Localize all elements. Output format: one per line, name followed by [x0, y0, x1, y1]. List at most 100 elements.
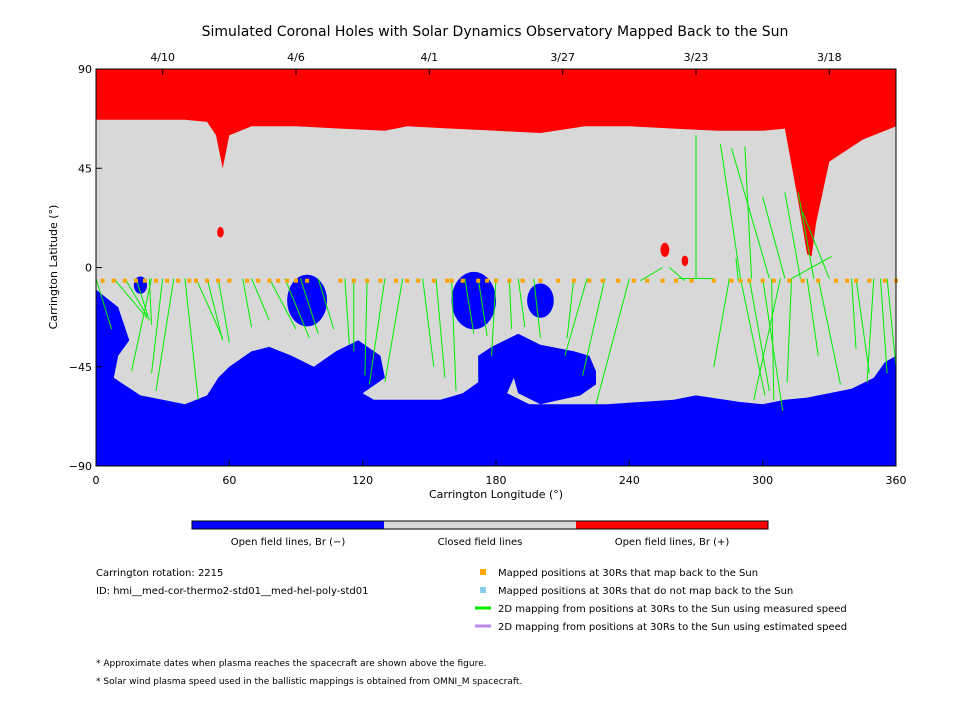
mapped-point [816, 278, 821, 283]
mapping-line [422, 278, 435, 367]
mapped-point [660, 278, 665, 283]
positive-open-field-island [660, 242, 670, 257]
mapping-line [851, 278, 857, 350]
mapped-point [165, 278, 170, 283]
mapping-line [640, 267, 663, 282]
mapping-line [744, 146, 753, 279]
mapped-point [460, 278, 465, 283]
mapping-line [384, 278, 404, 383]
mapped-point [711, 278, 716, 283]
mapping-line [564, 278, 588, 356]
mapped-point [305, 278, 310, 283]
mapped-point [194, 278, 198, 283]
mapping-line [595, 278, 630, 405]
mapped-point [689, 278, 694, 283]
mapped-point [276, 278, 281, 283]
note-dates: * Approximate dates when plasma reaches … [96, 659, 487, 669]
mapped-point [365, 278, 370, 283]
positive-open-field-region [96, 69, 896, 257]
mapping-line [317, 278, 335, 330]
mapped-point [787, 278, 792, 283]
mapping-line [217, 278, 230, 343]
mapped-point [134, 278, 138, 283]
mapping-line [866, 278, 875, 383]
mapped-point [294, 278, 298, 283]
x-tick-label: 180 [486, 474, 507, 487]
mapping-line [242, 278, 253, 328]
mapped-point [485, 278, 490, 283]
negative-open-field-island [527, 283, 554, 318]
mapping-line [368, 278, 386, 385]
mapped-point [142, 278, 147, 283]
mapped-point [771, 278, 776, 283]
mapped-point [351, 278, 356, 283]
mapping-line [802, 212, 830, 279]
date-tick-label: 3/18 [817, 51, 842, 64]
negative-open-field-region [96, 289, 896, 466]
mapping-line [771, 278, 775, 400]
mapped-point [111, 278, 116, 283]
date-tick-label: 4/6 [287, 51, 305, 64]
mapping-line [786, 278, 793, 383]
mapped-point [154, 278, 158, 283]
mapped-point [227, 278, 232, 283]
colorbar-segment [384, 521, 576, 529]
mapped-point [449, 278, 454, 283]
mapped-point [216, 278, 221, 283]
legend-marker [480, 587, 486, 593]
mapped-point [882, 278, 887, 283]
y-axis-label: Carrington Latitude (°) [47, 205, 60, 330]
plot-area [95, 68, 898, 467]
mapped-point [494, 278, 498, 283]
colorbar-segment [576, 521, 768, 529]
legend: Mapped positions at 30Rs that map back t… [475, 568, 847, 633]
mapped-point [538, 278, 543, 283]
mapped-point [267, 278, 272, 283]
mapped-point [416, 278, 421, 283]
y-tick-label: 45 [78, 162, 92, 175]
mapping-line [762, 196, 786, 279]
mapped-point [645, 278, 650, 283]
mapped-point [187, 278, 192, 283]
mapping-line [735, 258, 739, 281]
mapping-line [784, 192, 801, 279]
mapped-point [616, 278, 621, 283]
colorbar-segment [192, 521, 384, 529]
y-tick-label: −90 [69, 460, 92, 473]
mapped-point [378, 278, 383, 283]
x-tick-label: 0 [93, 474, 100, 487]
mapped-point [747, 278, 752, 283]
date-tick-label: 4/1 [420, 51, 438, 64]
date-tick-label: 3/23 [684, 51, 709, 64]
mapping-line [268, 278, 297, 330]
mapped-point [100, 278, 105, 283]
y-axis-ticks: 90 45 0 −45 −90 [69, 63, 102, 473]
mapping-line [508, 278, 513, 330]
mapped-point [338, 278, 343, 283]
carrington-rotation-text: Carrington rotation: 2215 [96, 568, 223, 579]
mapping-line [582, 278, 606, 376]
legend-label: Mapped positions at 30Rs that map back t… [498, 568, 758, 579]
mapping-line [797, 192, 815, 279]
mapped-point [431, 278, 436, 283]
mapping-line [886, 278, 897, 367]
mapping-line [879, 278, 888, 374]
mapping-line [131, 278, 153, 372]
mapped-point [867, 278, 872, 283]
date-tick-label: 4/10 [150, 51, 175, 64]
date-tick-label: 3/27 [550, 51, 575, 64]
note-plasma-speed: * Solar wind plasma speed used in the ba… [96, 677, 522, 687]
legend-label: Mapped positions at 30Rs that do not map… [498, 586, 793, 597]
mapping-line [284, 278, 310, 339]
mapped-point [445, 278, 450, 283]
colorbar-label: Open field lines, Br (+) [615, 537, 730, 548]
mapping-line [195, 278, 224, 339]
mapped-point [507, 278, 512, 283]
mapped-point [285, 278, 290, 283]
mapped-point [405, 278, 410, 283]
x-tick-label: 360 [886, 474, 907, 487]
mapping-line [299, 278, 319, 334]
x-axis-ticks: 0 60 120 180 240 300 360 [93, 460, 907, 487]
legend-label: 2D mapping from positions at 30Rs to the… [498, 604, 847, 615]
